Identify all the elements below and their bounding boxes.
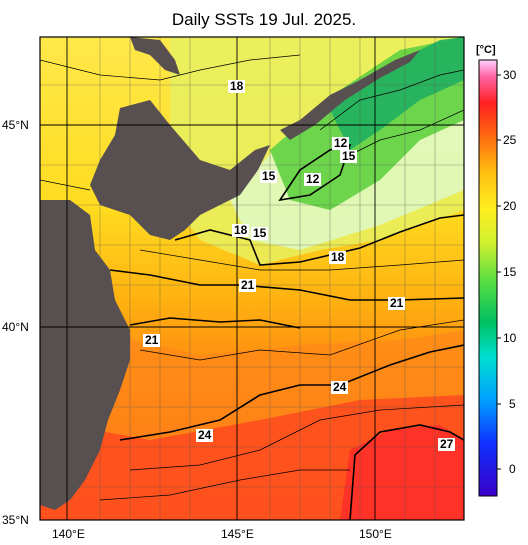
coldest-region (330, 37, 464, 150)
lon-label: 140°E (52, 527, 85, 541)
isotherm-label: 15 (340, 149, 358, 163)
isotherm-label: 27 (438, 437, 456, 451)
isotherm-label: 18 (329, 250, 347, 264)
colorbar-tick-label: 0 (509, 462, 516, 476)
major-graticule (40, 37, 464, 520)
isotherm-label: 18 (232, 223, 250, 237)
isotherm-label: 21 (239, 278, 257, 292)
colorbar-tick-label: 10 (503, 331, 517, 345)
isotherm-label: 24 (196, 428, 214, 442)
kuril-land (280, 50, 420, 140)
lon-label: 145°E (221, 527, 254, 541)
colorbar-tick-label: 30 (503, 68, 517, 82)
isotherm-label: 15 (251, 226, 269, 240)
colorbar-tick-label: 15 (503, 265, 517, 279)
isotherm-label: 15 (260, 169, 278, 183)
isotherm-label: 12 (304, 172, 322, 186)
graticule (40, 37, 464, 520)
isotherm-label: 21 (143, 333, 161, 347)
colorbar (478, 59, 498, 497)
colorbar-tick-label: 5 (509, 397, 516, 411)
sakhalin-land (130, 37, 180, 75)
colorbar-tick-label: 20 (503, 199, 517, 213)
honshu-land (40, 200, 130, 510)
lat-label: 40°N (2, 320, 29, 334)
isotherm-label: 18 (228, 79, 246, 93)
lat-label: 35°N (2, 513, 29, 527)
colorbar-unit: [°C] (476, 44, 496, 56)
isotherm-label: 12 (332, 136, 350, 150)
isotherm-label: 24 (331, 380, 349, 394)
map-frame (39, 36, 465, 521)
lon-label: 150°E (359, 527, 392, 541)
colorbar-ticks (497, 74, 501, 470)
isotherm-label: 21 (388, 296, 406, 310)
lat-label: 45°N (2, 118, 29, 132)
colorbar-tick-label: 25 (503, 133, 517, 147)
hottest-region (340, 425, 464, 520)
map-title: Daily SSTs 19 Jul. 2025. (171, 10, 357, 29)
